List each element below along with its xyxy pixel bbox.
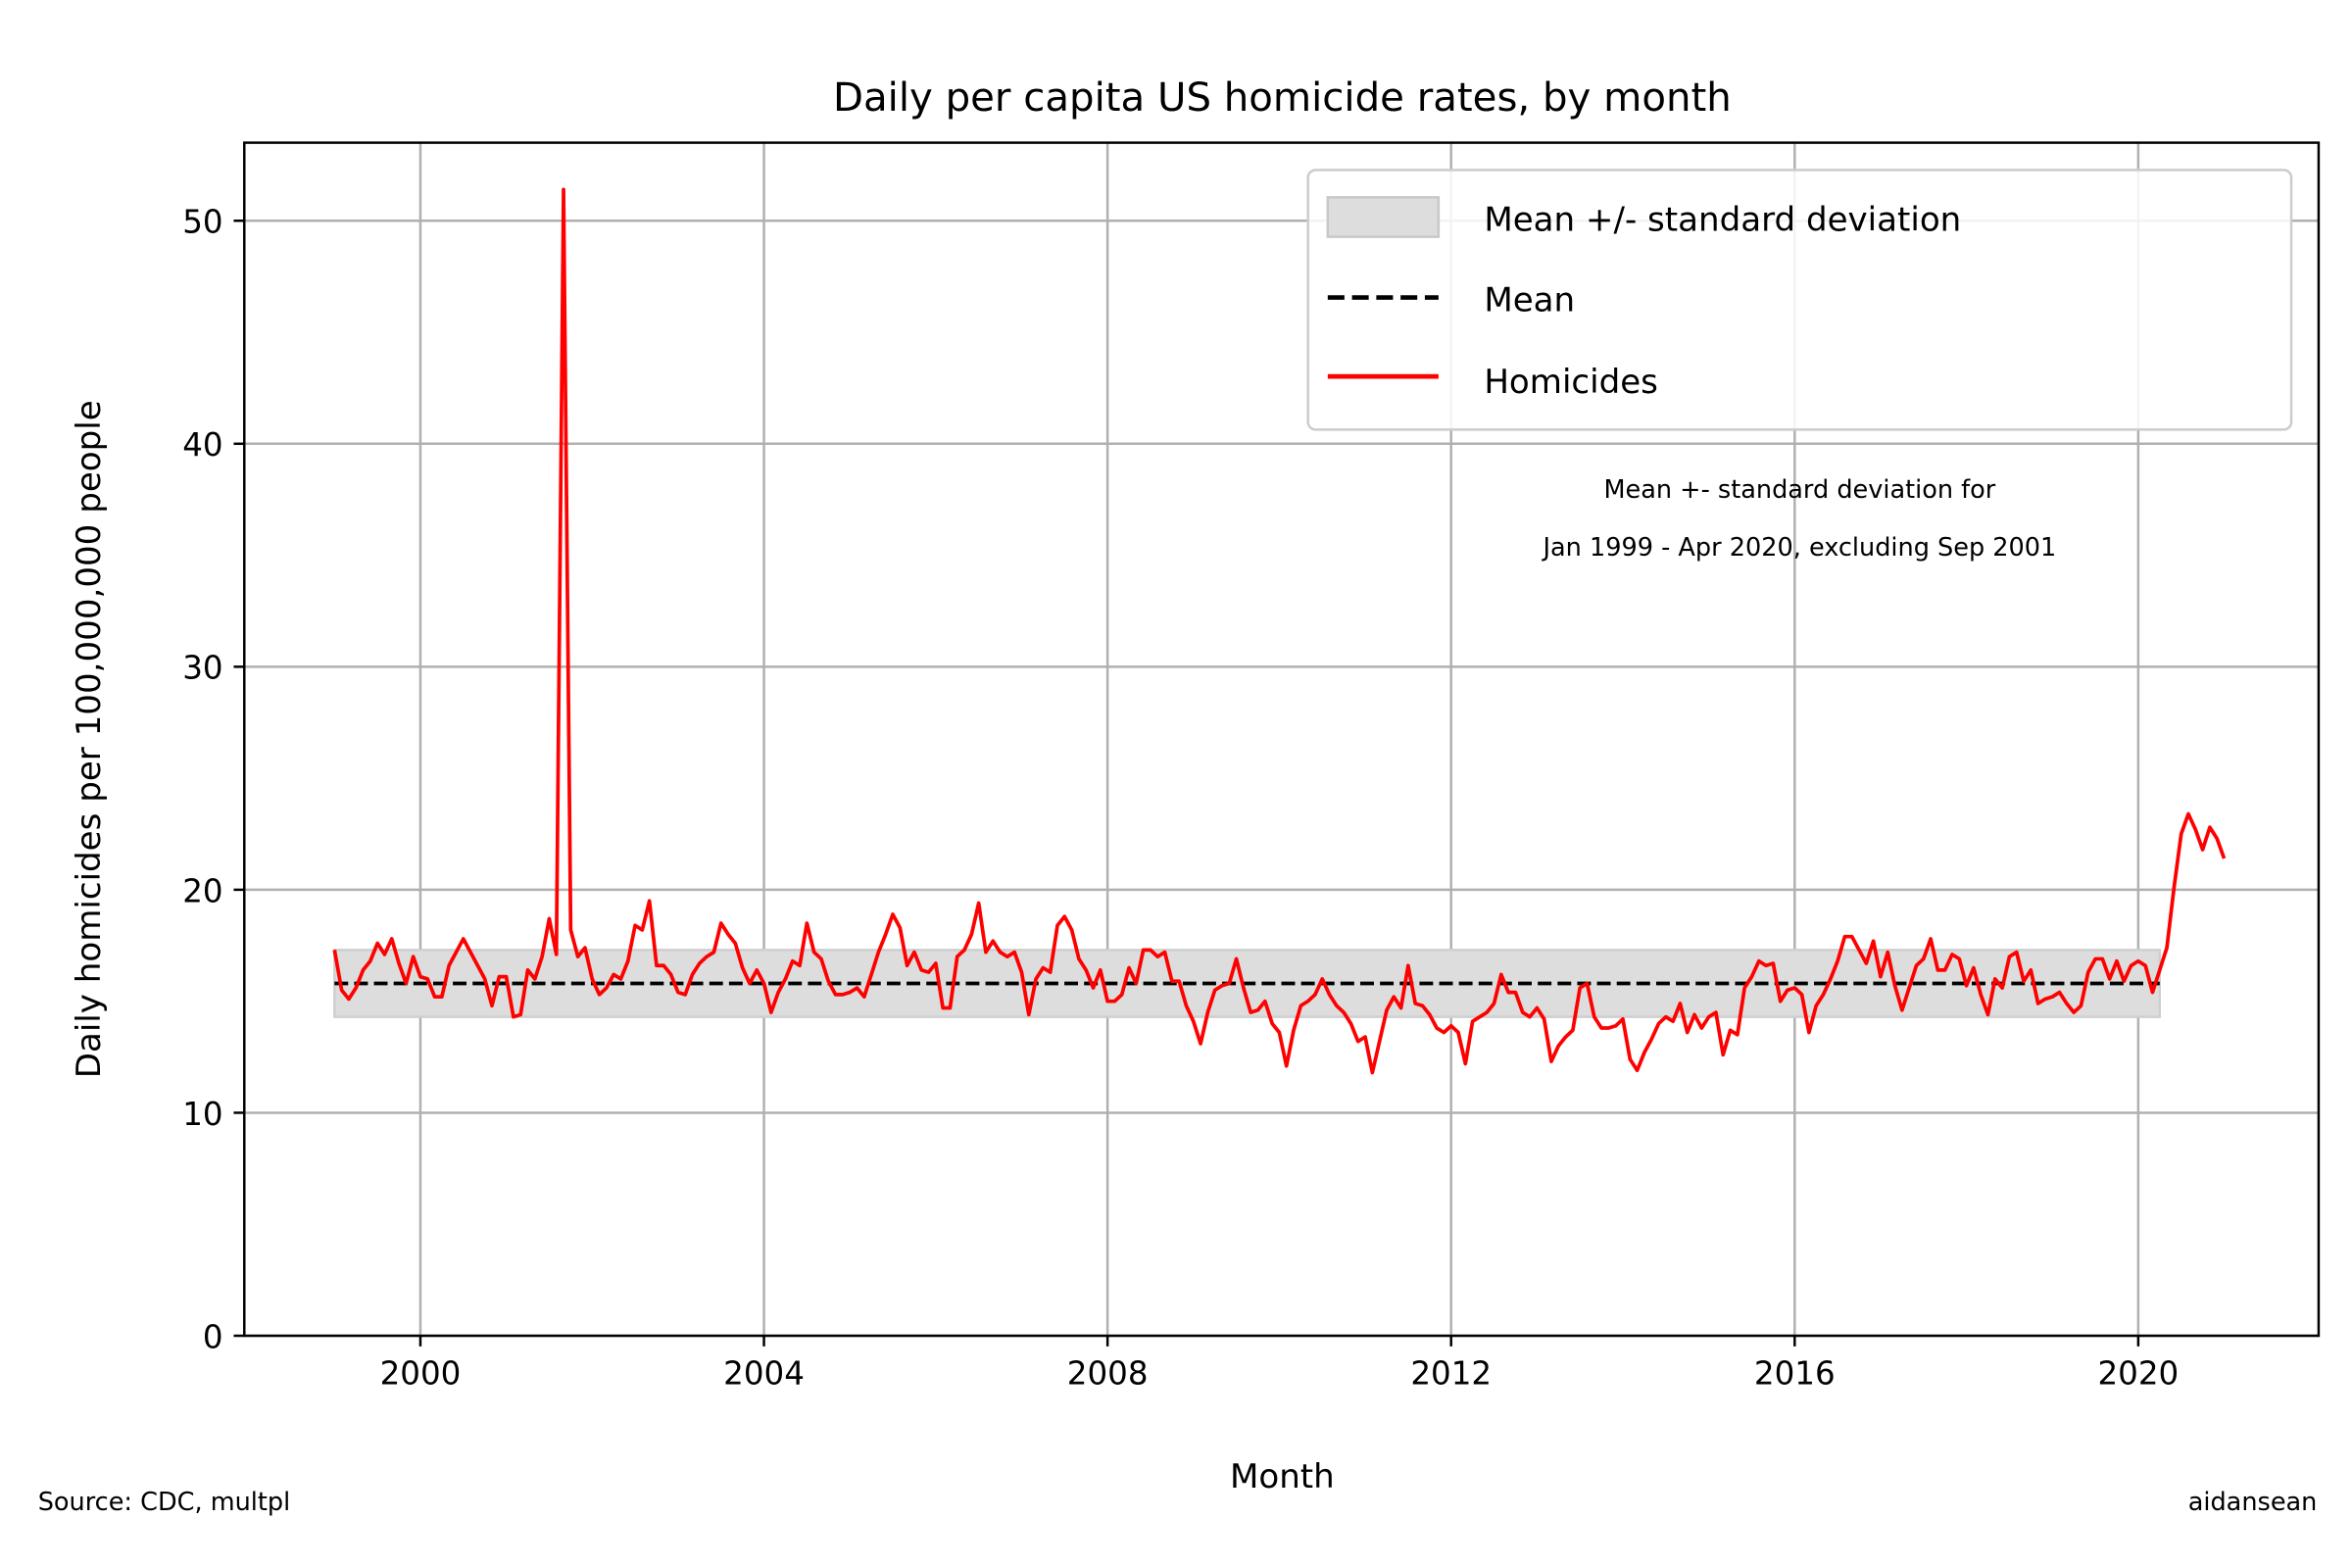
- y-tick-label: 30: [182, 650, 222, 687]
- legend-label-mean: Mean: [1484, 281, 1575, 320]
- legend-band-swatch: [1326, 196, 1441, 238]
- legend-label-band: Mean +/- standard deviation: [1484, 200, 1961, 239]
- y-tick-label: 40: [182, 426, 222, 464]
- annotation-line-1: Mean +- standard deviation for: [1603, 475, 1995, 505]
- chart-title: Daily per capita US homicide rates, by m…: [833, 75, 1732, 121]
- y-tick-label: 10: [182, 1096, 222, 1133]
- x-tick-label: 2020: [2098, 1355, 2180, 1393]
- x-tick-label: 2012: [1410, 1355, 1492, 1393]
- annotation-line-2: Jan 1999 - Apr 2020, excluding Sep 2001: [1541, 533, 2056, 563]
- x-tick-label: 2000: [380, 1355, 462, 1393]
- legend-label-homicides: Homicides: [1484, 363, 1658, 402]
- y-axis-title: Daily homicides per 100,000,000 people: [70, 400, 109, 1078]
- x-tick-label: 2016: [1754, 1355, 1836, 1393]
- x-tick-label: 2008: [1067, 1355, 1149, 1393]
- author-credit: aidansean: [2188, 1488, 2318, 1517]
- y-tick-label: 50: [182, 204, 222, 241]
- y-tick-label: 20: [182, 872, 222, 909]
- legend-frame: [1306, 169, 2293, 431]
- legend: Mean +/- standard deviation Mean Homicid…: [1306, 169, 2293, 431]
- x-axis-title: Month: [1230, 1457, 1335, 1496]
- x-tick-label: 2004: [723, 1355, 805, 1393]
- plot-frame: [243, 141, 2321, 1338]
- ticks: 2000 2004 2008 2012 2016 2020 0 10 20 30 40 50: [182, 204, 2179, 1393]
- source-credit: Source: CDC, multpl: [38, 1488, 291, 1517]
- y-tick-label: 0: [203, 1318, 223, 1355]
- series-layer: [332, 187, 2227, 1075]
